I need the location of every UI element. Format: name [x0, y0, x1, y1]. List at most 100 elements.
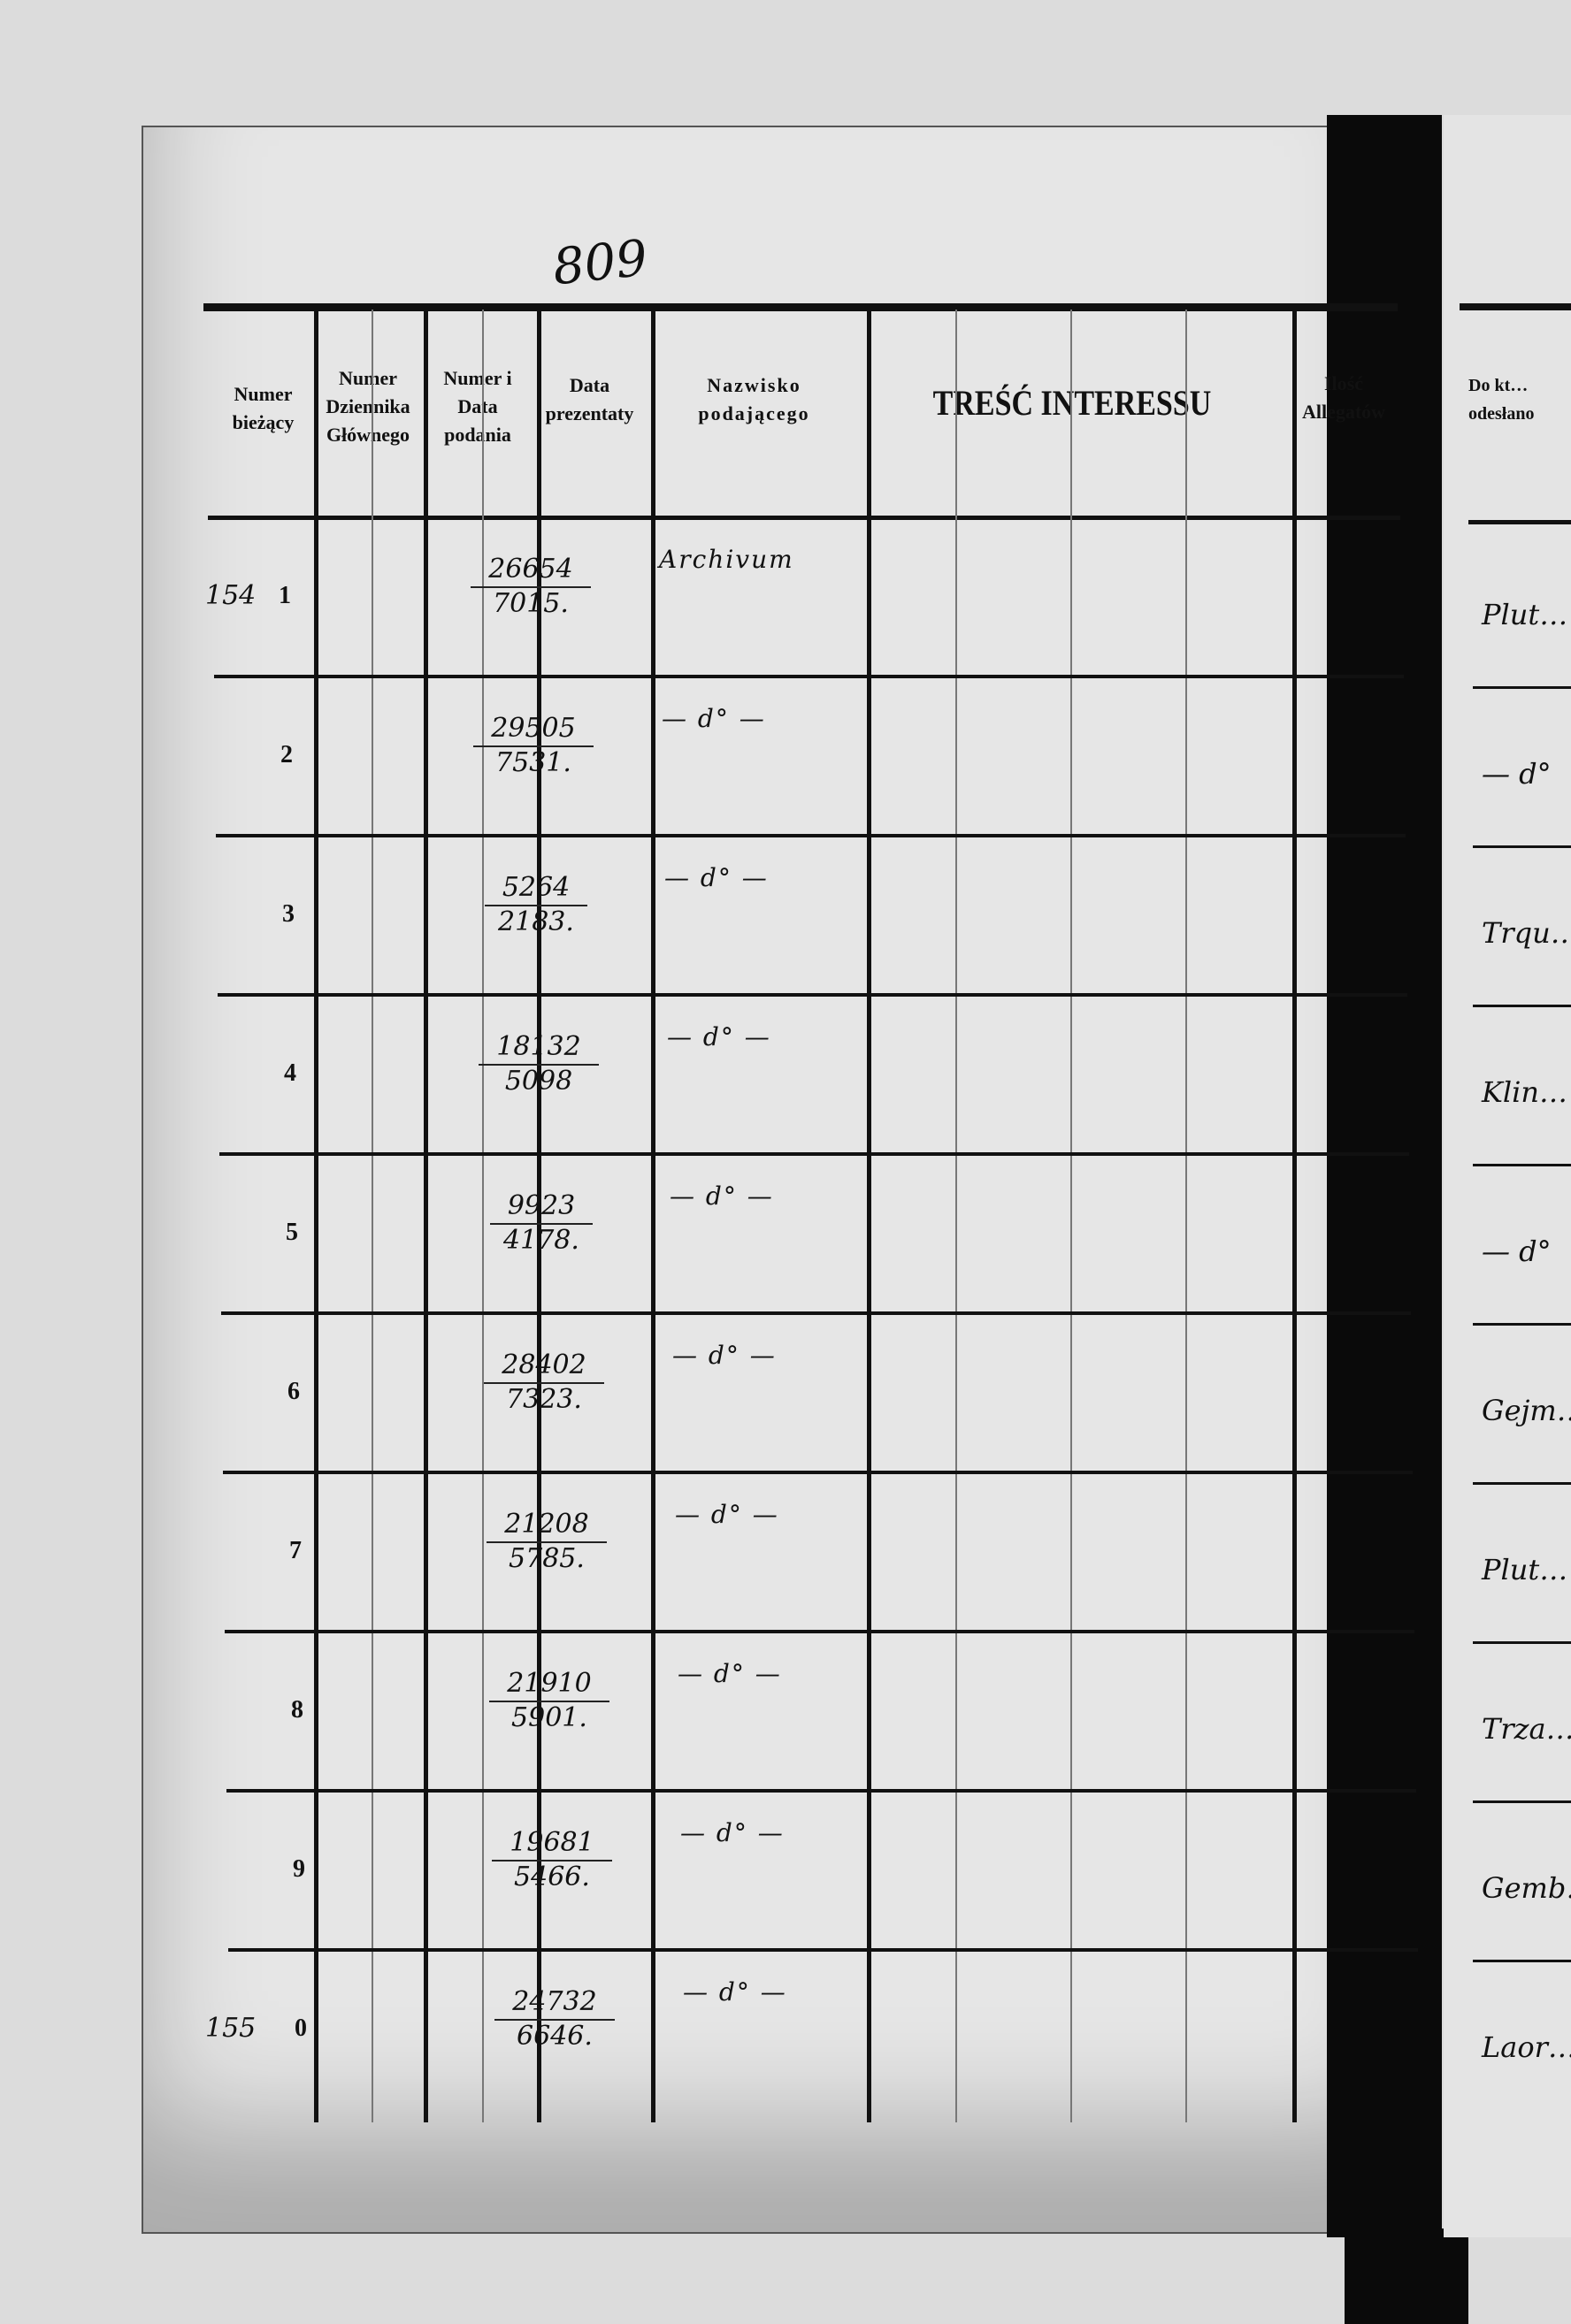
- column-divider: [424, 310, 428, 2122]
- applicant-name: — d° —: [678, 1659, 782, 1688]
- number-and-date-entry: 26654 7015.: [442, 554, 619, 619]
- thin-column-guide: [482, 310, 484, 2122]
- number-top: 5264: [484, 872, 588, 906]
- printed-row-number: 9: [293, 1855, 305, 1883]
- right-page-entry: Gemb…: [1482, 1871, 1571, 1905]
- column-divider: [314, 310, 318, 2122]
- number-bottom: 5901.: [511, 1702, 587, 1733]
- header-numer-biezacy: Numer bieżący: [232, 383, 295, 433]
- number-top: 29505: [473, 713, 594, 747]
- number-bottom: 5466.: [514, 1861, 590, 1892]
- binding-gutter: [1327, 115, 1442, 2237]
- right-page-entry: Trqu…: [1482, 916, 1571, 950]
- right-page-entry: Gejm…: [1482, 1394, 1571, 1427]
- right-row-divider: [1473, 845, 1571, 848]
- right-row-divider: [1473, 1960, 1571, 1962]
- right-top-rule: [1460, 303, 1571, 310]
- header-data-prezentaty: Data prezentaty: [545, 374, 634, 424]
- thin-column-guide: [1185, 310, 1187, 2122]
- applicant-name: — d° —: [664, 863, 769, 892]
- number-and-date-entry: 24732 6646.: [466, 1986, 643, 2052]
- row-divider: [216, 834, 1406, 837]
- row-divider: [225, 1630, 1414, 1633]
- column-divider: [651, 310, 655, 2122]
- right-page-entry: Plut…: [1482, 1553, 1568, 1586]
- right-page-entry: — d°: [1482, 757, 1552, 791]
- number-and-date-entry: 19681 5466.: [464, 1827, 640, 1892]
- page-number: 809: [549, 229, 650, 297]
- right-page-fragment: [1444, 115, 1571, 2237]
- header-right-page: Do kt… odesłano: [1468, 376, 1535, 424]
- number-top: 21208: [487, 1509, 607, 1543]
- printed-row-number: 2: [280, 741, 293, 768]
- right-row-divider: [1473, 1323, 1571, 1326]
- handwritten-entry-number: 154: [205, 580, 257, 611]
- handwritten-entry-number: 155: [205, 2013, 257, 2044]
- number-bottom: 7323.: [506, 1384, 582, 1415]
- applicant-name: — d° —: [672, 1341, 777, 1370]
- register-page: [142, 126, 1410, 2234]
- header-rule: [208, 516, 1400, 520]
- number-and-date-entry: 21208 5785.: [458, 1509, 635, 1574]
- header-numer-dziennika: Numer Dziennika Głównego: [326, 367, 410, 446]
- printed-row-number: 0: [295, 2014, 307, 2042]
- header-numer-i-data: Numer i Data podania: [443, 367, 512, 446]
- row-divider: [226, 1789, 1416, 1793]
- printed-row-number: 4: [284, 1059, 296, 1087]
- column-divider: [867, 310, 871, 2122]
- row-divider: [228, 1948, 1418, 1952]
- number-top: 28402: [484, 1349, 604, 1384]
- right-page-entry: — d°: [1482, 1235, 1552, 1268]
- row-divider: [223, 1471, 1413, 1474]
- printed-row-number: 8: [291, 1696, 303, 1724]
- number-top: 19681: [492, 1827, 612, 1861]
- applicant-name: — d° —: [670, 1181, 774, 1211]
- number-bottom: 6646.: [517, 2021, 593, 2052]
- applicant-name: Archivum: [659, 545, 794, 574]
- right-page-entry: Trza…: [1482, 1712, 1571, 1746]
- number-bottom: 7015.: [493, 588, 569, 619]
- thin-column-guide: [955, 310, 957, 2122]
- number-top: 26654: [471, 554, 591, 588]
- number-bottom: 4178.: [503, 1225, 579, 1256]
- applicant-name: — d° —: [680, 1818, 785, 1847]
- right-row-divider: [1473, 1641, 1571, 1644]
- number-bottom: 5785.: [509, 1543, 585, 1574]
- header-nazwisko: Nazwisko podającego: [698, 374, 810, 424]
- applicant-name: — d° —: [683, 1977, 787, 2007]
- column-divider: [1292, 310, 1297, 2122]
- column-divider: [537, 310, 541, 2122]
- right-header-rule: [1468, 520, 1571, 524]
- row-divider: [221, 1311, 1411, 1315]
- right-row-divider: [1473, 1005, 1571, 1007]
- applicant-name: — d° —: [675, 1500, 779, 1529]
- thin-column-guide: [372, 310, 373, 2122]
- right-page-entry: Laor…: [1482, 2030, 1571, 2064]
- number-top: 21910: [489, 1668, 609, 1702]
- printed-row-number: 5: [286, 1219, 298, 1246]
- applicant-name: — d° —: [667, 1022, 771, 1051]
- number-and-date-entry: 21910 5901.: [461, 1668, 638, 1733]
- row-divider: [214, 675, 1404, 678]
- number-and-date-entry: 5264 2183.: [448, 872, 625, 937]
- number-and-date-entry: 29505 7531.: [445, 713, 622, 778]
- number-top: 24732: [494, 1986, 615, 2021]
- row-divider: [218, 993, 1407, 997]
- thin-column-guide: [1070, 310, 1072, 2122]
- right-row-divider: [1473, 1164, 1571, 1166]
- header-tresc-interessu: TREŚĆ INTERESSU: [932, 383, 1212, 423]
- printed-row-number: 1: [279, 582, 291, 609]
- applicant-name: — d° —: [662, 704, 766, 733]
- number-and-date-entry: 28402 7323.: [456, 1349, 632, 1415]
- header-ilosc-allegatow: Ilość Allegatów: [1301, 372, 1386, 423]
- top-rule: [203, 303, 1398, 311]
- number-and-date-entry: 18132 5098: [450, 1031, 627, 1097]
- number-bottom: 5098: [504, 1066, 573, 1097]
- row-divider: [219, 1152, 1409, 1156]
- number-top: 9923: [489, 1190, 594, 1225]
- number-and-date-entry: 9923 4178.: [453, 1190, 630, 1256]
- right-page-entry: Plut…: [1482, 598, 1568, 631]
- right-page-entry: Klin…: [1482, 1075, 1567, 1109]
- printed-row-number: 7: [289, 1537, 302, 1564]
- number-top: 18132: [479, 1031, 599, 1066]
